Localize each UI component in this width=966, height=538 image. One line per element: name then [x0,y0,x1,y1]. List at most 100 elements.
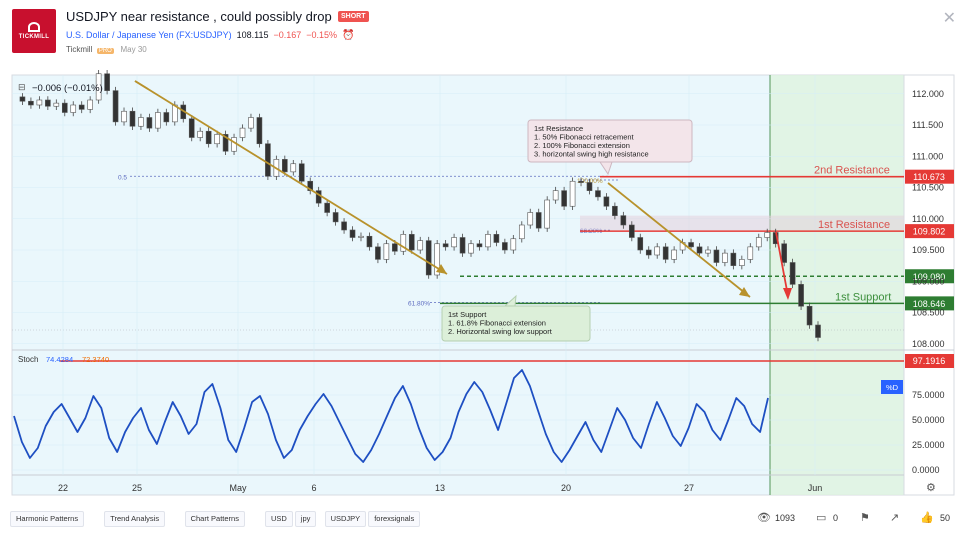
candle-body [552,190,559,201]
candle-body [408,234,415,251]
price-tick: 110.000 [912,214,944,224]
tickmill-logo[interactable]: TICKMILL [12,9,56,53]
price-tag [905,224,954,239]
candle-body [332,212,339,223]
candle-body [121,110,127,123]
candle-body [282,159,288,173]
candle-body [696,246,703,254]
projection-zone [770,75,904,495]
candle-body [815,324,821,338]
candle-body [586,182,593,191]
candle-body [493,234,500,243]
collapse-icon[interactable]: ⊟ [18,82,26,92]
candle-body [324,202,330,213]
like-icon[interactable]: 👍 [920,512,934,524]
price-tag [905,269,954,284]
price-tick: 109.500 [912,245,945,255]
comment-icon[interactable]: ▭ [816,512,827,524]
indicator-readout: −0.006 (−0.01%) [32,83,103,94]
candle-body [662,246,669,260]
candle-body [425,240,432,276]
stoch-line [13,369,769,463]
trend-arrow-2-head [739,287,750,297]
stoch-level-tag-label: 97.1916 [913,356,946,366]
views-eye-icon: 👁 [757,512,771,524]
trend-arrow-1 [134,80,448,275]
idea-tag[interactable]: forexsignals [368,511,421,527]
candle-body [595,190,601,198]
author-info: Tickmill PRO May 30 [66,45,147,54]
publish-date: May 30 [120,45,147,54]
idea-tag[interactable]: Chart Patterns [184,511,245,527]
candle-body [163,112,170,123]
alarm-clock-icon[interactable]: ⏰ [342,30,355,41]
pro-badge: PRO [96,48,114,54]
candle-body [612,205,618,216]
candle-body [459,237,466,254]
idea-tag[interactable]: Harmonic Patterns [10,511,85,527]
candle-body [375,246,381,260]
author-name[interactable]: Tickmill [66,45,93,54]
idea-title: USDJPY near resistance , could possibly … [66,9,332,24]
stoch-d-badge [881,380,903,394]
time-tick: 22 [58,483,68,493]
candle-body [806,305,813,326]
candle-body [45,99,51,107]
support-callout[interactable] [441,305,591,342]
stoch-label: Stoch [18,355,38,364]
close-icon[interactable]: ✕ [942,10,956,27]
candle-body [620,215,627,226]
resistance-callout-line: 1st Resistance [534,124,583,133]
price-tag-label: 109.080 [913,272,946,282]
idea-tag[interactable]: Trend Analysis [104,511,166,527]
stoch-tick: 50.0000 [912,415,945,425]
resistance-callout-pointer [599,161,613,176]
candle-body [535,212,542,229]
candle-body [713,249,720,263]
candle-body [476,243,483,248]
resistance-callout-line: 1. 50% Fibonacci retracement [534,133,635,142]
candle-body [485,234,491,248]
candle-body [28,100,34,106]
candle-body [442,243,449,248]
candle-body [222,134,229,152]
candle-body [36,99,43,106]
candle-body [764,232,771,238]
candle-body [417,240,424,251]
candle-body [629,224,635,238]
candle-body [129,110,136,127]
candle-body [392,243,398,252]
idea-tag[interactable]: USDJPY [324,511,367,527]
time-tick: May [229,483,247,493]
candle-body [544,199,550,229]
price-tick: 108.500 [912,308,945,318]
time-tick: 25 [132,483,142,493]
candle-body [188,118,195,138]
candle-body [112,90,119,123]
fib-label: 0.5 [118,174,127,181]
symbol-link[interactable]: U.S. Dollar / Japanese Yen (FX:USDJPY) [66,30,232,40]
share-icon[interactable]: ↗ [890,512,900,524]
flag-icon[interactable]: ⚑ [860,512,870,524]
candle-body [307,180,314,191]
price-tag-label: 108.646 [913,299,946,309]
stoch-d-badge-label: %D [886,383,899,392]
candle-body [87,99,93,110]
candle-body [146,117,153,129]
candle-body [239,127,246,138]
candle-body [561,190,567,207]
candle-body [502,242,508,251]
trend-arrow-1-tail [134,80,149,90]
fib-label: 100.00% [577,178,603,185]
time-tick: 27 [684,483,694,493]
idea-tag[interactable]: jpy [294,511,317,527]
level-label: 1st Resistance [818,219,890,231]
candle-body [138,117,144,127]
candle-body [248,117,254,129]
idea-tag[interactable]: USD [265,511,293,527]
drop-arrow [775,231,789,297]
price-tag [905,296,954,311]
candle-body [527,212,534,226]
settings-gear-icon[interactable]: ⚙ [926,482,936,494]
